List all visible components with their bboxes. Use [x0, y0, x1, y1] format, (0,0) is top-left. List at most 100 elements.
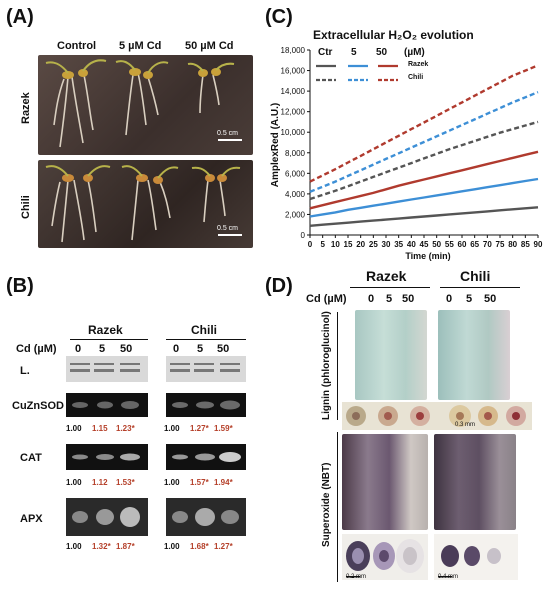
x-tick-label: 35	[394, 240, 403, 249]
panel-d-row-divider-1	[337, 312, 338, 420]
panel-d-cd-0b: 0	[446, 293, 453, 305]
gel-cuznsod-chili	[166, 393, 246, 417]
legend-row-chili: Chili	[408, 74, 424, 81]
panel-c-letter: (C)	[265, 6, 293, 28]
x-tick-label: 15	[344, 240, 353, 249]
x-tick-label: 20	[356, 240, 365, 249]
panel-d-group-chili: Chili	[460, 268, 491, 284]
panel-b-group-chili: Chili	[191, 323, 217, 337]
value-apx-chili-0: 1.00	[164, 542, 180, 551]
value-cat-razek-5: 1.12	[92, 478, 108, 487]
gel-loading-chili	[166, 356, 246, 382]
panel-b-cd-label: Cd (µM)	[16, 343, 57, 355]
seedling-photo-razek: 0.5 cm	[38, 55, 253, 155]
series-line-5	[309, 64, 539, 183]
panel-b-row-label-apx: APX	[20, 513, 43, 525]
gel-cat-chili	[166, 444, 246, 470]
x-tick-label: 80	[508, 240, 517, 249]
x-tick-label: 0	[308, 240, 313, 249]
chart-title: Extracellular H₂O₂ evolution	[313, 28, 474, 42]
nbt-cross-sections	[342, 534, 518, 580]
value-apx-razek-50: 1.87*	[116, 542, 135, 551]
panel-a-col-control: Control	[57, 40, 97, 52]
panel-b-cd-0b: 0	[173, 343, 180, 355]
panel-b-cd-50a: 50	[120, 343, 133, 355]
panel-b-group-razek: Razek	[88, 323, 123, 337]
value-cuznsod-chili-50: 1.59*	[214, 424, 233, 433]
lignin-photo-chili	[438, 310, 510, 400]
series-line-3	[309, 120, 539, 201]
y-tick-label: 4,000	[285, 190, 306, 199]
value-cat-chili-0: 1.00	[164, 478, 180, 487]
value-cat-chili-5: 1.57*	[190, 478, 209, 487]
x-tick-label: 25	[369, 240, 378, 249]
legend-header-unit: (µM)	[404, 47, 425, 58]
seedling-photo-chili: 0.5 cm	[38, 160, 253, 248]
value-apx-razek-0: 1.00	[66, 542, 82, 551]
panel-b-row-label-cat: CAT	[20, 452, 42, 464]
scale-bar-label-d1: 0.3 mm	[455, 422, 476, 428]
scale-bar-label-a1: 0.5 cm	[217, 130, 239, 137]
gel-cat-razek	[66, 444, 148, 470]
panel-a-row-chili: Chili	[20, 195, 32, 219]
series-line-1	[309, 177, 539, 218]
lignin-cross-sections	[342, 402, 532, 430]
panel-d-row-superoxide: Superoxide (NBT)	[321, 462, 332, 548]
h2o2-line-chart: 0 2,000 4,000 6,000 8,000 10,000 12,000 14,000 1…	[270, 46, 543, 261]
panel-b-cd-5b: 5	[197, 343, 204, 355]
y-tick-label: 14,000	[281, 87, 306, 96]
x-tick-label: 90	[534, 240, 543, 249]
panel-d-group-razek: Razek	[366, 268, 407, 284]
gel-cuznsod-razek	[66, 393, 148, 417]
scale-bar-label-d2: 0.2 mm	[346, 574, 367, 580]
gel-apx-razek	[66, 498, 148, 536]
x-tick-label: 30	[382, 240, 391, 249]
x-tick-label: 75	[496, 240, 505, 249]
x-tick-label: 5	[320, 240, 325, 249]
panel-b-cd-0a: 0	[75, 343, 82, 355]
x-tick-label: 45	[420, 240, 429, 249]
gel-apx-chili	[166, 498, 246, 536]
value-cuznsod-chili-0: 1.00	[164, 424, 180, 433]
legend-header-5: 5	[351, 47, 357, 58]
value-cat-chili-50: 1.94*	[214, 478, 233, 487]
x-tick-label: 50	[432, 240, 441, 249]
panel-a-col-50cd: 50 µM Cd	[185, 40, 234, 52]
y-axis-label: AmplexRed (A.U.)	[270, 103, 281, 187]
y-tick-label: 0	[301, 231, 306, 240]
y-tick-label: 8,000	[285, 149, 306, 158]
x-tick-label: 55	[445, 240, 454, 249]
panel-d-cd-5a: 5	[386, 293, 393, 305]
panel-d-row-lignin: Lignin (phloroglucinol)	[321, 311, 332, 420]
legend-row-razek: Razek	[408, 61, 429, 68]
panel-d-cd-50a: 50	[402, 293, 415, 305]
panel-b-letter: (B)	[6, 275, 34, 297]
series-line-2	[309, 150, 539, 210]
legend-header-50: 50	[376, 47, 388, 58]
y-tick-label: 12,000	[281, 108, 306, 117]
panel-a-row-razek: Razek	[20, 92, 32, 124]
legend-header-ctr: Ctr	[318, 47, 333, 58]
value-cuznsod-razek-50: 1.23*	[116, 424, 135, 433]
y-tick-label: 6,000	[285, 169, 306, 178]
x-axis-label: Time (min)	[405, 251, 450, 261]
value-cat-razek-50: 1.53*	[116, 478, 135, 487]
panel-d-cd-label: Cd (µM)	[306, 293, 347, 305]
panel-d-cd-50b: 50	[484, 293, 497, 305]
panel-b-cd-5a: 5	[99, 343, 106, 355]
gel-loading-razek	[66, 356, 148, 382]
panel-d-chili-underline	[440, 287, 520, 288]
value-cuznsod-chili-5: 1.27*	[190, 424, 209, 433]
nbt-photo-razek	[342, 434, 428, 530]
y-tick-label: 16,000	[281, 67, 306, 76]
nbt-photo-chili	[434, 434, 516, 530]
series-line-0	[309, 206, 539, 227]
panel-b-row-label-cuznsod: CuZnSOD	[12, 400, 64, 412]
value-cat-razek-0: 1.00	[66, 478, 82, 487]
series-line-4	[309, 90, 539, 193]
panel-a-letter: (A)	[6, 6, 34, 28]
x-tick-label: 65	[470, 240, 479, 249]
value-apx-chili-5: 1.68*	[190, 542, 209, 551]
y-tick-label: 2,000	[285, 210, 306, 219]
panel-b-razek-underline	[70, 339, 148, 340]
